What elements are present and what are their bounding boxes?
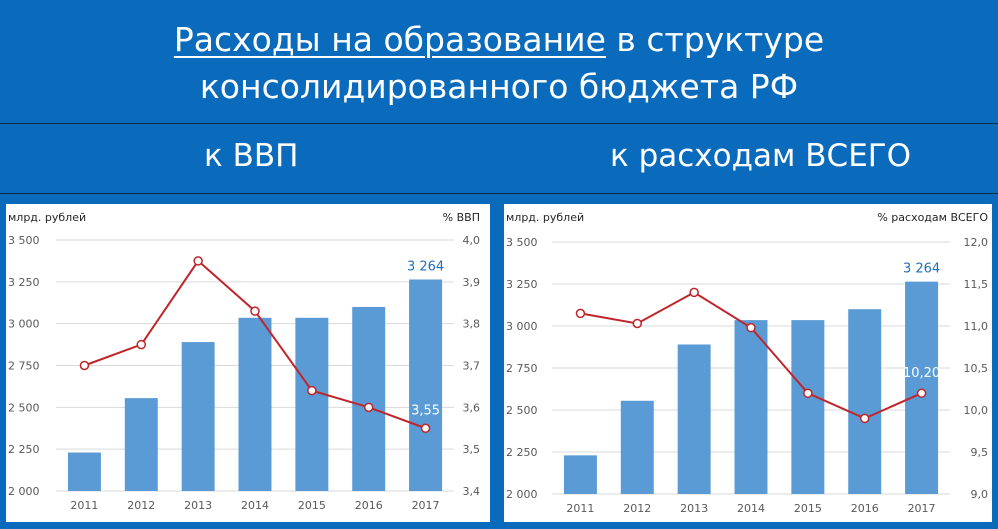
line-point	[632, 318, 643, 329]
x-tick-label: 2012	[623, 502, 651, 515]
x-tick-label: 2014	[737, 502, 765, 515]
x-tick-label: 2016	[355, 499, 383, 512]
x-tick-label: 2016	[851, 502, 879, 515]
x-tick-label: 2012	[127, 499, 155, 512]
left-axis-unit: млрд. рублей	[506, 211, 584, 224]
line-value-label: 3,55	[411, 403, 440, 418]
y2-tick-label: 3,9	[463, 276, 481, 289]
y2-tick-label: 4,0	[463, 234, 481, 247]
divider-bottom	[0, 193, 998, 194]
line-point	[420, 423, 431, 433]
line-point	[193, 256, 203, 266]
x-tick-label: 2013	[184, 499, 212, 512]
line-point	[136, 339, 147, 350]
y-tick-label: 3 250	[8, 276, 40, 289]
bar	[905, 281, 939, 494]
x-tick-label: 2015	[794, 502, 822, 515]
title-line2: консолидированного бюджета РФ	[199, 67, 799, 106]
bar-value-label: 3 264	[407, 259, 444, 274]
bar	[295, 317, 329, 491]
bar	[352, 306, 386, 491]
y-tick-label: 2 500	[506, 404, 538, 417]
x-tick-label: 2015	[298, 499, 326, 512]
line-point	[746, 322, 756, 333]
bar	[67, 452, 101, 491]
line-point	[689, 287, 699, 298]
chart-total: 2 000 2 250 2 500 2 750 3 000 3 250 3 500 9,0 9,…	[506, 211, 989, 515]
x-tick-label: 2011	[70, 499, 98, 512]
left-axis-unit: млрд. рублей	[8, 211, 86, 224]
y-tick-label: 2 000	[8, 485, 40, 498]
y-tick-label: 2 500	[8, 401, 40, 414]
y-tick-label: 2 000	[506, 488, 538, 501]
y-tick-label: 2 250	[506, 446, 538, 459]
y2-tick-label: 3,7	[463, 360, 481, 373]
line-value-label: 10,20	[903, 366, 940, 381]
chart-panel-total: 2 000 2 250 2 500 2 750 3 000 3 250 3 500 9,0 9,…	[504, 204, 992, 522]
y2-tick-label: 3,8	[463, 318, 481, 331]
line-point	[307, 385, 317, 396]
x-tick-label: 2014	[241, 499, 269, 512]
line-point	[363, 402, 374, 413]
line-point	[250, 306, 260, 316]
bar	[848, 309, 882, 494]
line-point	[803, 388, 813, 398]
y-tick-label: 2 750	[506, 362, 538, 375]
y2-tick-label: 10,5	[964, 362, 989, 375]
bar	[409, 279, 443, 491]
right-axis-unit: % расходам ВСЕГО	[877, 211, 988, 224]
bar	[238, 317, 272, 491]
divider-top	[0, 123, 998, 124]
y2-tick-label: 9,0	[971, 488, 989, 501]
title-rest: в структуре	[605, 20, 825, 59]
line-point	[916, 388, 927, 398]
x-tick-label: 2013	[680, 502, 708, 515]
bar-value-label: 3 264	[903, 262, 940, 277]
y2-tick-label: 11,0	[964, 320, 989, 333]
y2-tick-label: 3,5	[463, 443, 481, 456]
bar	[124, 398, 158, 491]
y-tick-label: 3 000	[8, 318, 40, 331]
bar	[734, 320, 768, 494]
y2-tick-label: 9,5	[971, 446, 989, 459]
bar	[677, 344, 711, 494]
bar	[620, 400, 654, 494]
y2-tick-label: 12,0	[964, 236, 989, 249]
right-axis-unit: % ВВП	[443, 211, 480, 224]
y2-tick-label: 11,5	[964, 278, 989, 291]
y-tick-label: 3 250	[506, 278, 538, 291]
bar	[791, 320, 825, 494]
x-tick-label: 2011	[566, 502, 594, 515]
bar	[563, 455, 597, 494]
y2-tick-label: 10,0	[964, 404, 989, 417]
y-tick-label: 2 750	[8, 360, 40, 373]
y-tick-label: 3 000	[506, 320, 538, 333]
line-point	[79, 360, 90, 371]
line-point	[575, 308, 586, 319]
slide-title: Расходы на образование в структуре консо…	[0, 0, 998, 122]
y2-tick-label: 3,4	[463, 485, 481, 498]
y2-tick-label: 3,6	[463, 401, 481, 414]
line-point	[859, 413, 870, 424]
y-tick-label: 3 500	[8, 234, 40, 247]
subtitle-left: к ВВП	[204, 138, 299, 174]
chart-gdp: 2 000 2 250 2 500 2 750 3 000 3 250 3 500 3,4 3,…	[8, 211, 481, 512]
subtitle-right: к расходам ВСЕГО	[610, 138, 912, 174]
title-underlined: Расходы на образование	[173, 20, 606, 59]
y-tick-label: 3 500	[506, 236, 538, 249]
bar	[181, 342, 215, 491]
chart-panel-gdp: 2 000 2 250 2 500 2 750 3 000 3 250 3 500 3,4 3,…	[6, 204, 490, 522]
y-tick-label: 2 250	[8, 443, 40, 456]
x-tick-label: 2017	[908, 502, 936, 515]
x-tick-label: 2017	[412, 499, 440, 512]
